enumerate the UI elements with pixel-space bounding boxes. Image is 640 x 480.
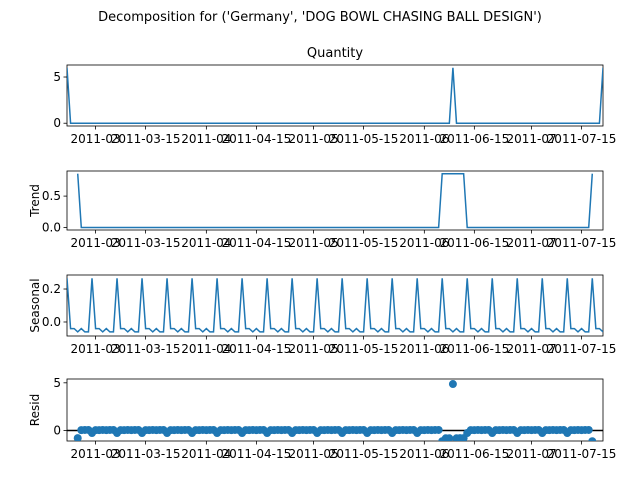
- seasonal-line: [67, 278, 603, 333]
- y-tick-label: 5: [53, 70, 61, 84]
- panel-title: Quantity: [307, 46, 363, 61]
- x-tick-label: 2011-07: [506, 342, 556, 356]
- resid-point: [445, 434, 454, 441]
- x-tick-label: 2011-04-15: [222, 236, 292, 250]
- resid-point: [584, 425, 593, 434]
- x-tick-label: 2011-07-15: [547, 236, 617, 250]
- x-tick-label: 2011-07: [506, 132, 556, 146]
- axes-frame: [66, 170, 604, 231]
- x-tick-label: 2011-05: [288, 447, 338, 461]
- data-area: [67, 67, 603, 124]
- series-line: [76, 172, 594, 229]
- y-axis-label: Trend: [28, 184, 42, 218]
- x-tick-label: 2011-04: [181, 447, 231, 461]
- resid-point: [588, 437, 597, 441]
- x-tick-label: 2011-03-15: [111, 236, 181, 250]
- x-tick-label: 2011-06: [399, 132, 449, 146]
- y-tick-label: 0.0: [42, 315, 61, 329]
- x-tick-label: 2011-05-15: [329, 132, 399, 146]
- chart-suptitle: Decomposition for ('Germany', 'DOG BOWL …: [98, 10, 542, 25]
- x-tick-label: 2011-05: [288, 236, 338, 250]
- y-tick-label: 0.2: [42, 282, 61, 296]
- x-tick-label: 2011-07: [506, 447, 556, 461]
- resid-point: [73, 434, 82, 441]
- x-tick-label: 2011-05-15: [329, 236, 399, 250]
- data-area: [67, 380, 603, 441]
- y-tick-label: 0: [53, 116, 61, 130]
- x-tick-label: 2011-06-15: [439, 447, 509, 461]
- x-tick-label: 2011-04-15: [222, 342, 292, 356]
- x-tick-label: 2011-03-15: [111, 342, 181, 356]
- x-tick-label: 2011-03-15: [111, 447, 181, 461]
- y-tick-label: 0.5: [42, 189, 61, 203]
- x-tick-label: 2011-07-15: [547, 447, 617, 461]
- series-line: [67, 67, 603, 124]
- x-tick-label: 2011-05-15: [329, 342, 399, 356]
- data-area: [76, 172, 594, 229]
- axes-frame: [66, 64, 604, 127]
- x-tick-label: 2011-04-15: [222, 447, 292, 461]
- x-tick-label: 2011-04-15: [222, 132, 292, 146]
- axes-frame: [66, 378, 604, 442]
- x-tick-label: 2011-06-15: [439, 236, 509, 250]
- x-tick-label: 2011-04: [181, 132, 231, 146]
- x-tick-label: 2011-04: [181, 236, 231, 250]
- x-tick-label: 2011-03: [71, 447, 121, 461]
- resid-point: [434, 425, 443, 434]
- data-area: [67, 278, 603, 333]
- x-tick-label: 2011-03: [71, 236, 121, 250]
- axes-frame: [66, 274, 604, 337]
- x-tick-label: 2011-06-15: [439, 342, 509, 356]
- x-tick-label: 2011-06-15: [439, 132, 509, 146]
- x-tick-label: 2011-06: [399, 236, 449, 250]
- x-tick-label: 2011-03: [71, 132, 121, 146]
- x-tick-label: 2011-05: [288, 342, 338, 356]
- y-tick-label: 0.0: [42, 220, 61, 234]
- x-tick-label: 2011-07: [506, 236, 556, 250]
- x-tick-label: 2011-07-15: [547, 342, 617, 356]
- x-tick-label: 2011-05-15: [329, 447, 399, 461]
- x-tick-label: 2011-06: [399, 342, 449, 356]
- y-axis-label: Seasonal: [28, 278, 42, 332]
- x-tick-label: 2011-03: [71, 342, 121, 356]
- x-tick-label: 2011-04: [181, 342, 231, 356]
- x-tick-label: 2011-07-15: [547, 132, 617, 146]
- x-tick-label: 2011-05: [288, 132, 338, 146]
- y-tick-label: 0: [53, 424, 61, 438]
- resid-point: [448, 380, 457, 389]
- x-tick-label: 2011-03-15: [111, 132, 181, 146]
- y-axis-label: Resid: [28, 394, 42, 426]
- x-tick-label: 2011-06: [399, 447, 449, 461]
- y-tick-label: 5: [53, 376, 61, 390]
